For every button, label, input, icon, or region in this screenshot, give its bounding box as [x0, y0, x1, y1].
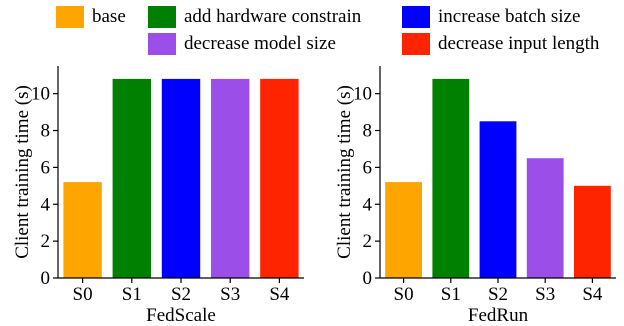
fedscale-bar-s4 [260, 78, 299, 279]
legend-label-input: decrease input length [438, 33, 600, 54]
fedscale-x-tick-label: S2 [171, 284, 191, 305]
fedrun-bar-s2 [479, 121, 517, 278]
legend-swatch-batch [402, 6, 430, 28]
fedscale-x-tick-label: S1 [122, 284, 142, 305]
fedscale-y-tick-label: 10 [31, 84, 50, 105]
fedscale-x-tick-label: S4 [269, 284, 290, 305]
fedrun-x-axis-title: FedRun [468, 305, 529, 326]
fedscale-x-tick-label: S0 [73, 284, 93, 305]
fedrun-x-tick-label: S3 [535, 284, 555, 305]
fedrun-x-tick-label: S2 [488, 284, 508, 305]
legend: base add hardware constrain increase bat… [0, 0, 624, 58]
legend-swatch-base [56, 6, 84, 28]
fedrun-bar-s3 [526, 158, 564, 278]
fedrun-y-tick-label: 2 [363, 231, 373, 252]
fedrun-y-tick-label: 8 [363, 121, 373, 142]
fedrun-x-tick-label: S4 [582, 284, 603, 305]
fedscale-x-axis-title: FedScale [146, 305, 216, 326]
legend-label-batch: increase batch size [438, 6, 581, 27]
legend-label-model: decrease model size [184, 33, 336, 54]
fedscale-bar-s2 [161, 78, 201, 279]
fedscale-bar-s0 [63, 182, 102, 278]
fedrun-y-axis-title: Client training time (s) [334, 85, 355, 259]
fedscale-x-tick-label: S3 [220, 284, 240, 305]
fedscale-y-tick-label: 4 [41, 194, 51, 215]
legend-label-hardware: add hardware constrain [184, 6, 362, 27]
fedscale-bar-s1 [112, 78, 151, 279]
fedrun-y-tick-label: 10 [353, 84, 372, 105]
fedrun-y-tick-label: 6 [363, 157, 373, 178]
fedscale-y-axis-title: Client training time (s) [12, 85, 33, 259]
legend-item-base: base [56, 6, 126, 28]
fedrun-y-tick-label: 0 [363, 268, 373, 289]
fedrun-bar-s0 [385, 182, 422, 278]
fedrun-x-tick-label: S0 [394, 284, 414, 305]
fedrun-bar-s4 [574, 185, 611, 278]
legend-item-hardware: add hardware constrain [148, 6, 361, 28]
legend-swatch-input [402, 33, 430, 55]
fedrun-y-tick-label: 4 [363, 194, 373, 215]
fedrun-bar-s1 [432, 78, 470, 279]
legend-swatch-hardware [148, 6, 176, 28]
legend-label-base: base [92, 6, 126, 27]
legend-item-batch: increase batch size [402, 6, 580, 28]
fedscale-bar-s3 [211, 78, 250, 279]
legend-item-input: decrease input length [402, 33, 599, 55]
legend-item-model: decrease model size [148, 33, 336, 55]
fedscale-y-tick-label: 2 [41, 231, 51, 252]
legend-swatch-model [148, 33, 176, 55]
fedscale-y-tick-label: 6 [41, 157, 51, 178]
fedscale-y-tick-label: 0 [41, 268, 51, 289]
fedscale-y-tick-label: 8 [41, 121, 51, 142]
fedrun-x-tick-label: S1 [441, 284, 461, 305]
